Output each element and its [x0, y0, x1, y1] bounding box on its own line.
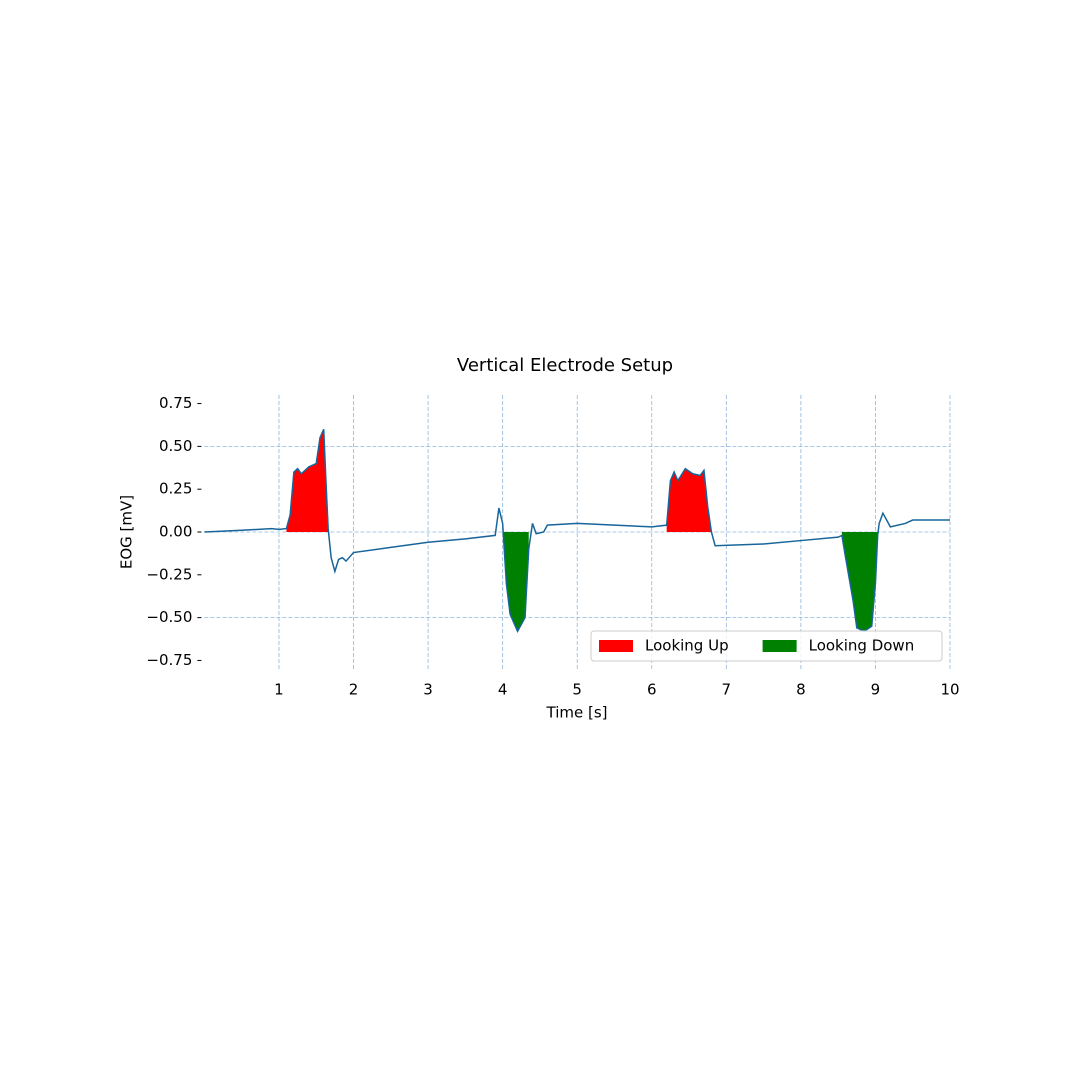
x-tick-label: 3 — [423, 681, 433, 699]
y-tick-label: −0.25 — [146, 565, 192, 583]
x-tick-label: 7 — [722, 681, 732, 699]
x-tick-label: 5 — [572, 681, 582, 699]
y-tick-label: 0.25 — [159, 480, 192, 498]
y-tick-label: 0.00 — [159, 523, 192, 541]
fill-area — [841, 532, 878, 632]
legend-swatch — [762, 640, 797, 652]
x-tick-label: 2 — [349, 681, 359, 699]
x-tick-label: 6 — [647, 681, 657, 699]
x-tick-label: 1 — [274, 681, 284, 699]
y-tick-label: −0.75 — [146, 651, 192, 669]
fill-area — [666, 468, 712, 532]
y-tick-label: 0.50 — [159, 437, 192, 455]
legend-label: Looking Up — [645, 637, 729, 655]
chart-title: Vertical Electrode Setup — [457, 355, 673, 376]
y-axis-label: EOG [mV] — [118, 495, 136, 569]
x-axis-label: Time [s] — [546, 704, 608, 722]
legend-label: Looking Down — [809, 637, 915, 655]
signal-line — [204, 428, 950, 634]
y-tick-label: −0.50 — [146, 608, 192, 626]
x-tick-label: 9 — [871, 681, 881, 699]
x-tick-label: 10 — [940, 681, 959, 699]
legend-swatch — [599, 640, 633, 652]
x-tick-label: 4 — [498, 681, 508, 699]
y-tick-label: 0.75 — [159, 394, 192, 412]
x-tick-label: 8 — [796, 681, 806, 699]
